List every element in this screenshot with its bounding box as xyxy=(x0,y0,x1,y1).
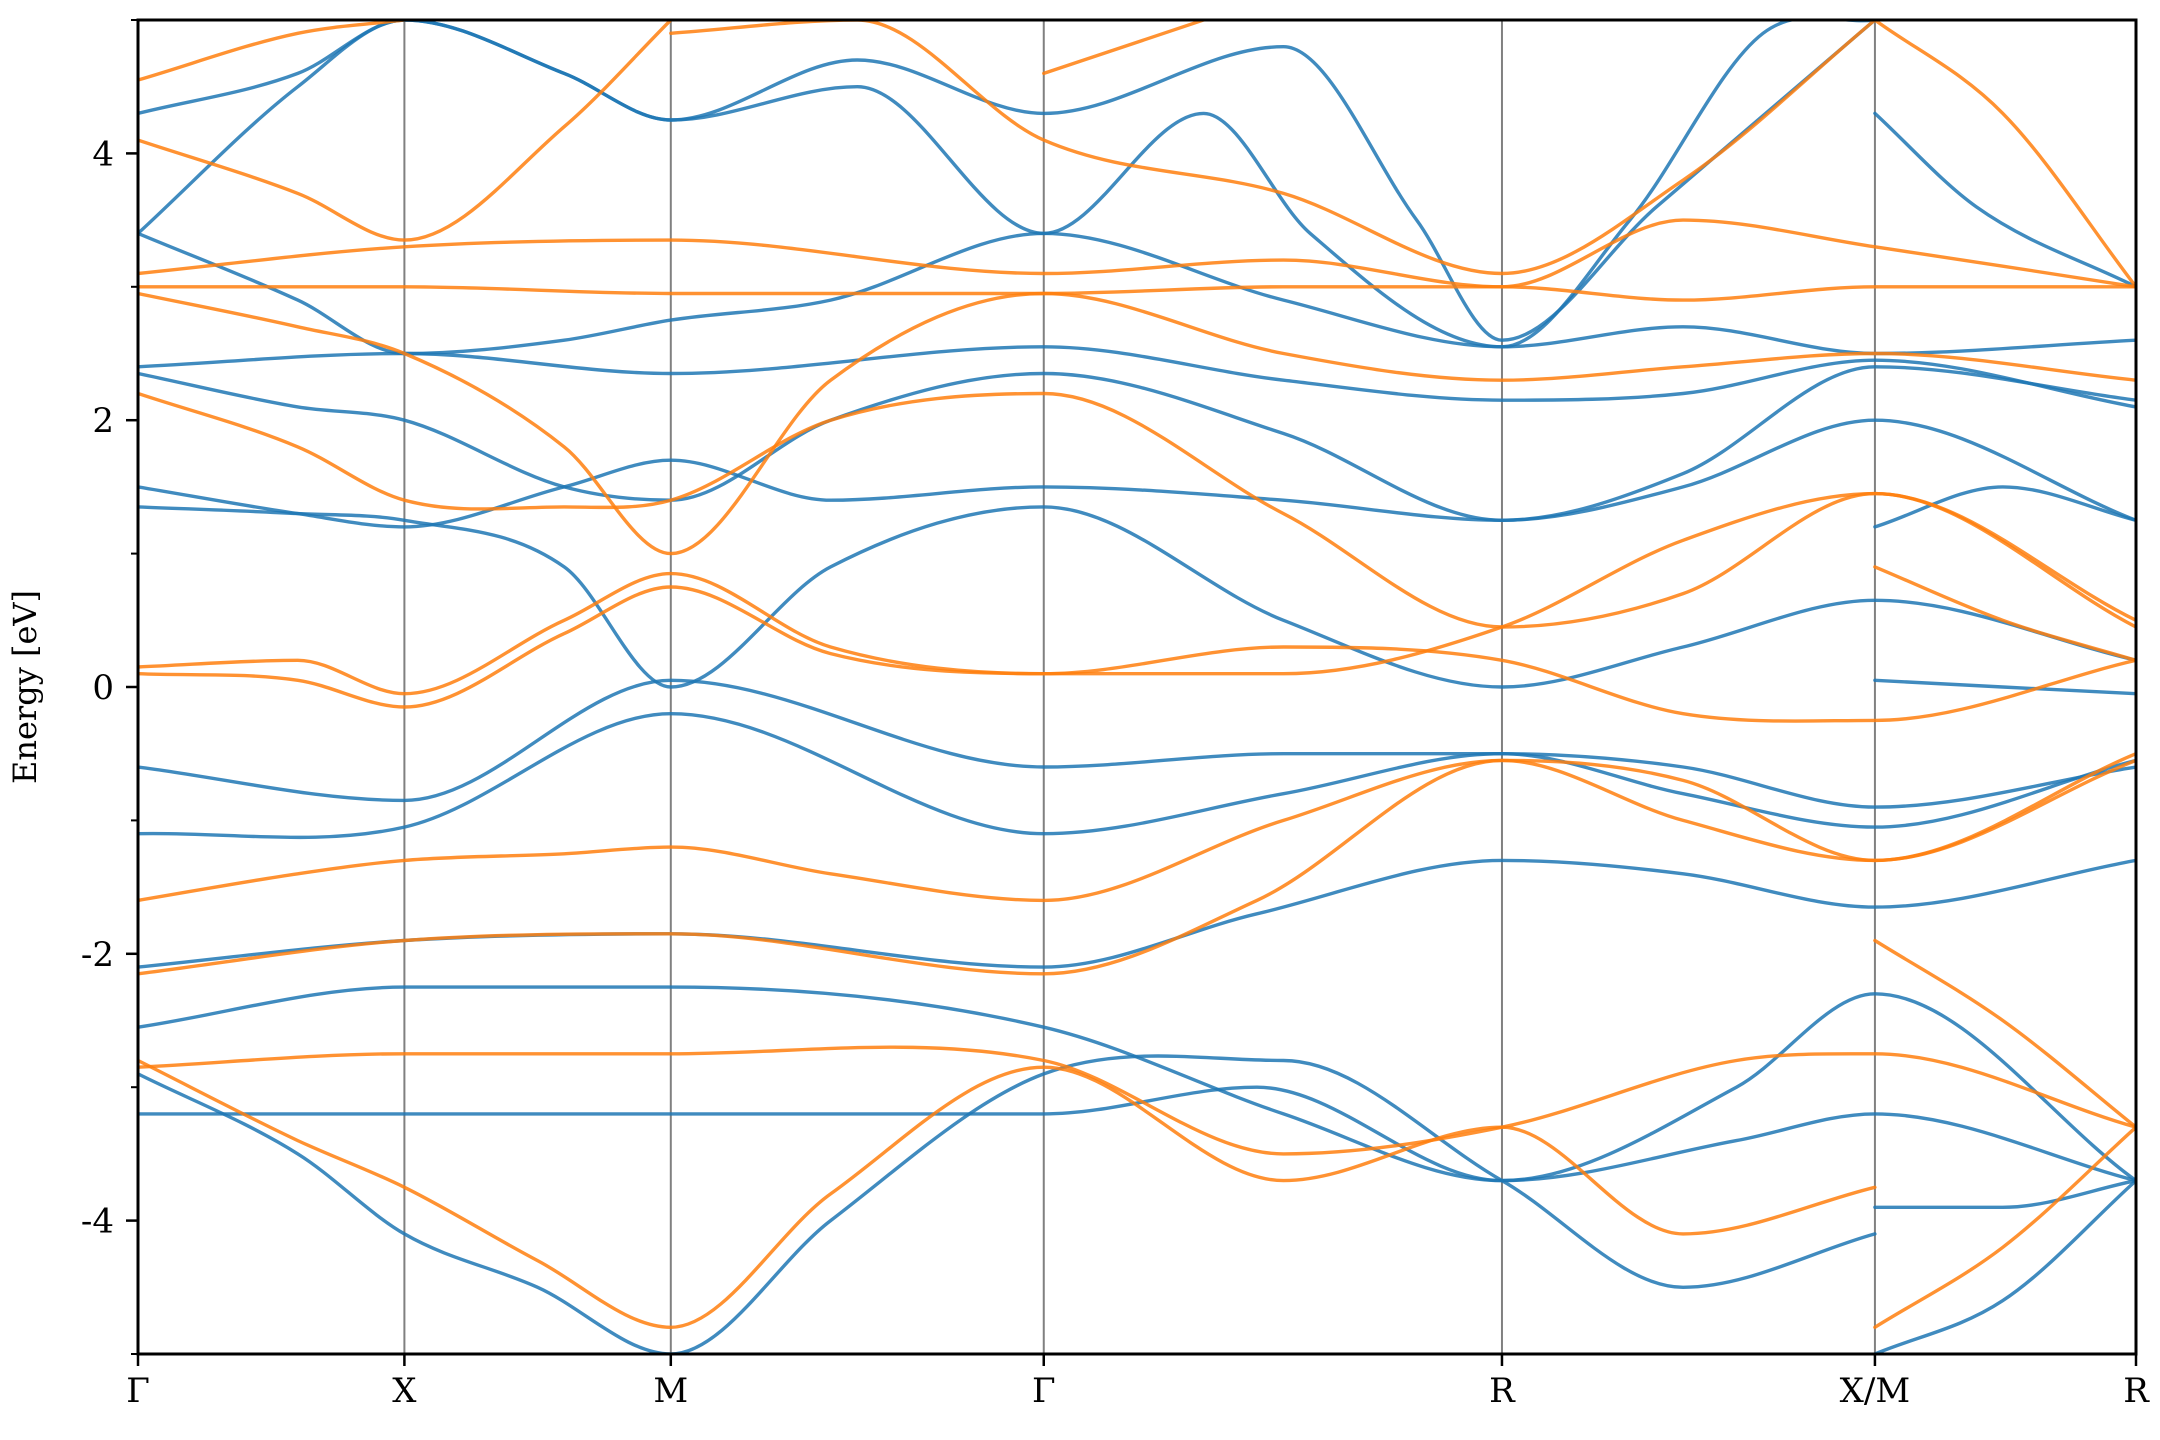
kpoint-label: Γ xyxy=(126,1371,150,1411)
y-axis-label: Energy [eV] xyxy=(6,590,44,784)
band-line-spin-down xyxy=(138,20,673,242)
band-line-spin-up xyxy=(138,1054,1877,1354)
band-line-spin-down xyxy=(669,20,1877,276)
band-line-spin-down xyxy=(1042,20,1206,76)
y-tick-label: 2 xyxy=(92,401,114,441)
kpoint-label: Γ xyxy=(1032,1371,1056,1411)
band-line-spin-down xyxy=(1873,565,2136,662)
kpoint-label: R xyxy=(1489,1371,1516,1411)
band-line-spin-up xyxy=(138,418,2136,529)
band-line-spin-up xyxy=(1873,1178,2136,1354)
band-line-spin-up xyxy=(138,231,2136,356)
band-line-spin-down xyxy=(138,218,2136,289)
x-axis: Γ X M Γ R X/M R xyxy=(126,1354,2150,1411)
band-line-spin-down xyxy=(138,752,2136,903)
band-lines xyxy=(138,20,2136,1354)
kpoint-label: M xyxy=(653,1371,688,1411)
kpoint-gridlines xyxy=(403,20,1876,1354)
band-line-spin-up xyxy=(138,1085,2136,1183)
y-axis: -4 -2 0 2 4 xyxy=(81,19,138,1355)
y-tick-label: -2 xyxy=(81,935,114,975)
band-line-spin-up xyxy=(1873,111,2136,289)
band-line-spin-down xyxy=(1873,20,2136,289)
band-line-spin-down xyxy=(1873,1125,2136,1329)
band-line-spin-up xyxy=(138,678,2136,809)
y-tick-label: 4 xyxy=(92,134,114,174)
band-line-spin-down xyxy=(138,1058,1877,1330)
band-line-spin-up xyxy=(138,505,2136,689)
band-line-spin-down xyxy=(138,571,2136,723)
band-line-spin-down xyxy=(138,20,407,82)
band-line-spin-up xyxy=(1873,678,2136,696)
band-line-spin-down xyxy=(138,285,2136,302)
kpoint-label: X/M xyxy=(1840,1371,1910,1411)
band-line-spin-up xyxy=(1873,485,2136,529)
band-line-spin-down xyxy=(138,291,2136,556)
kpoint-label: X xyxy=(392,1371,417,1411)
band-line-spin-up xyxy=(138,711,2136,840)
kpoint-label: R xyxy=(2123,1371,2150,1411)
band-line-spin-up xyxy=(138,365,2136,523)
band-line-spin-down xyxy=(138,391,2136,629)
band-line-spin-down xyxy=(138,758,2136,976)
band-line-spin-down xyxy=(138,491,2136,709)
y-tick-label: -4 xyxy=(81,1202,114,1242)
band-line-spin-down xyxy=(1873,938,2136,1129)
band-line-spin-up xyxy=(1873,1178,2136,1210)
band-line-spin-up xyxy=(138,985,2136,1183)
band-line-spin-down xyxy=(138,1045,2136,1156)
band-line-spin-up xyxy=(138,858,2136,969)
band-line-spin-up xyxy=(138,345,2136,409)
y-tick-label: 0 xyxy=(92,668,114,708)
